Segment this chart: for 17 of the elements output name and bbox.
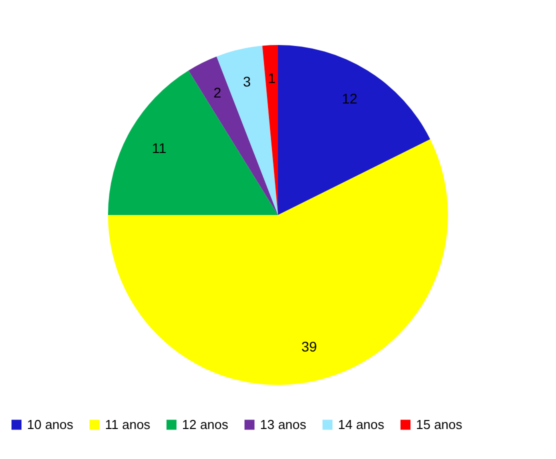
data-label: 3 — [242, 74, 251, 90]
legend-label: 11 anos — [105, 416, 151, 432]
pie-slice — [262, 45, 278, 215]
legend-label: 15 anos — [416, 416, 463, 432]
data-label: 12 — [342, 90, 358, 106]
data-label: 39 — [301, 338, 318, 354]
legend-label: 10 anos — [27, 416, 74, 432]
data-label: 2 — [213, 84, 222, 100]
pie-slice — [278, 45, 430, 215]
legend-label: 13 anos — [260, 416, 307, 432]
pie-slice — [108, 70, 278, 215]
pie-slice — [108, 139, 448, 385]
pie-slice — [188, 56, 278, 215]
legend-label: 14 anos — [338, 416, 385, 432]
data-label: 1 — [268, 70, 276, 86]
data-label: 11 — [152, 140, 167, 156]
legend-label: 12 anos — [182, 416, 229, 432]
